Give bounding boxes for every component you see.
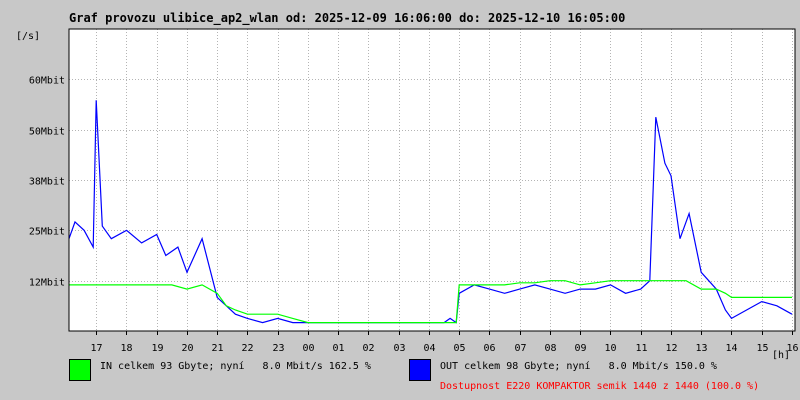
y-tick-label: 38Mbit	[29, 177, 65, 188]
y-tick-label: 25Mbit	[29, 227, 65, 238]
series-line-in	[69, 280, 792, 324]
x-tick-label: 08	[544, 343, 556, 354]
x-tick-label: 20	[181, 343, 193, 354]
x-axis-unit-label: [h]	[772, 350, 791, 361]
legend-in-text: IN celkem 93 Gbyte; nyní 8.0 Mbit/s 162.…	[100, 361, 371, 372]
x-tick-label: 16	[786, 343, 798, 354]
x-tick-label: 03	[393, 343, 405, 354]
y-tick-label: 60Mbit	[29, 76, 65, 87]
x-tick-label: 00	[302, 343, 314, 354]
availability-text: Dostupnost E220 KOMPAKTOR semik 1440 z 1…	[440, 381, 760, 392]
x-tick-label: 19	[151, 343, 163, 354]
x-tick-label: 10	[604, 343, 616, 354]
x-tick-label: 21	[211, 343, 223, 354]
legend-in-swatch	[69, 359, 91, 381]
x-tick-label: 23	[272, 343, 284, 354]
legend-out-swatch	[409, 359, 431, 381]
chart-title: Graf provozu ulibice_ap2_wlan od: 2025-1…	[69, 11, 626, 25]
x-tick-label: 18	[120, 343, 132, 354]
x-tick-label: 09	[574, 343, 586, 354]
x-tick-label: 14	[725, 343, 737, 354]
x-tick-label: 13	[695, 343, 707, 354]
series-line-out	[68, 100, 793, 324]
x-tick-label: 04	[423, 343, 435, 354]
y-tick-label: 12Mbit	[29, 278, 65, 289]
x-tick-label: 22	[241, 343, 253, 354]
legend-out-text: OUT celkem 98 Gbyte; nyní 8.0 Mbit/s 150…	[440, 361, 717, 372]
x-tick-label: 02	[362, 343, 374, 354]
x-tick-label: 07	[514, 343, 526, 354]
x-tick-label: 17	[90, 343, 102, 354]
x-tick-label: 15	[756, 343, 768, 354]
x-tick-label: 11	[635, 343, 647, 354]
x-tick-label: 06	[483, 343, 495, 354]
x-tick-label: 12	[665, 343, 677, 354]
y-tick-label: 50Mbit	[29, 127, 65, 138]
x-tick-label: 05	[453, 343, 465, 354]
y-axis-unit-label: [/s]	[16, 31, 41, 42]
plot-frame	[68, 28, 796, 332]
x-tick-label: 01	[332, 343, 344, 354]
